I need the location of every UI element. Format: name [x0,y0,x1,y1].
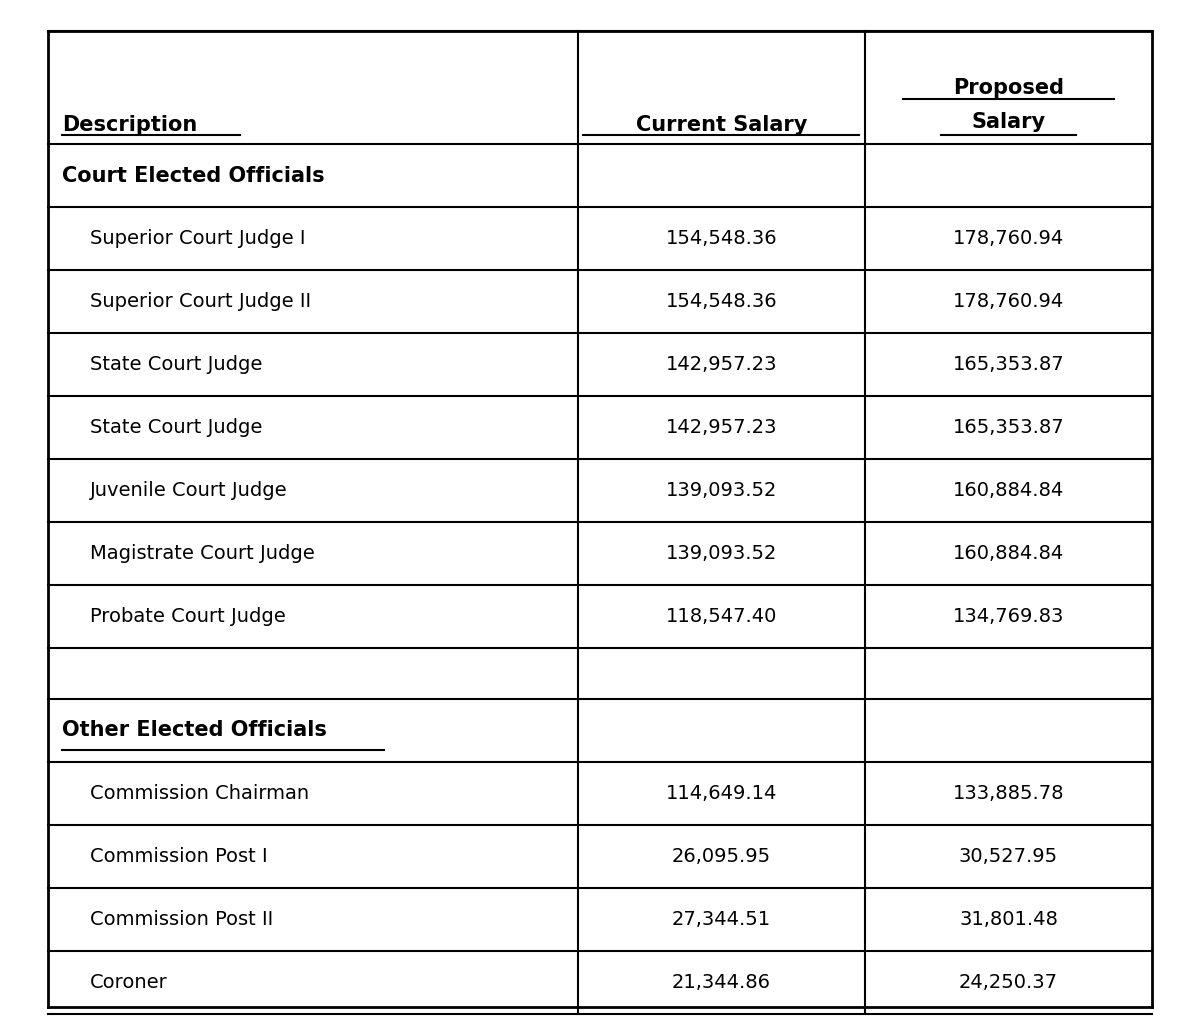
Text: 30,527.95: 30,527.95 [959,847,1058,866]
Text: State Court Judge: State Court Judge [90,418,263,437]
Text: 26,095.95: 26,095.95 [672,847,772,866]
Text: Superior Court Judge I: Superior Court Judge I [90,229,306,248]
Text: Commission Chairman: Commission Chairman [90,783,310,803]
Text: Magistrate Court Judge: Magistrate Court Judge [90,544,314,563]
Text: 21,344.86: 21,344.86 [672,972,770,992]
Text: Commission Post I: Commission Post I [90,847,268,866]
Text: 142,957.23: 142,957.23 [666,356,778,374]
Text: 142,957.23: 142,957.23 [666,418,778,437]
Text: 139,093.52: 139,093.52 [666,481,778,501]
Text: Current Salary: Current Salary [636,115,808,136]
Text: 31,801.48: 31,801.48 [959,910,1058,928]
Text: Proposed: Proposed [953,77,1064,98]
Text: State Court Judge: State Court Judge [90,356,263,374]
Text: 133,885.78: 133,885.78 [953,783,1064,803]
Text: 154,548.36: 154,548.36 [666,292,778,311]
Text: Court Elected Officials: Court Elected Officials [62,166,325,186]
Text: 165,353.87: 165,353.87 [953,356,1064,374]
Text: 165,353.87: 165,353.87 [953,418,1064,437]
Text: Coroner: Coroner [90,972,168,992]
Text: 154,548.36: 154,548.36 [666,229,778,248]
Text: 27,344.51: 27,344.51 [672,910,772,928]
Text: Commission Post II: Commission Post II [90,910,274,928]
Text: Other Elected Officials: Other Elected Officials [62,721,328,740]
Text: 114,649.14: 114,649.14 [666,783,778,803]
Text: 160,884.84: 160,884.84 [953,544,1064,563]
Text: 178,760.94: 178,760.94 [953,229,1064,248]
Text: 160,884.84: 160,884.84 [953,481,1064,501]
Text: 134,769.83: 134,769.83 [953,608,1064,626]
Text: 139,093.52: 139,093.52 [666,544,778,563]
Text: 24,250.37: 24,250.37 [959,972,1058,992]
Text: 118,547.40: 118,547.40 [666,608,778,626]
Text: Salary: Salary [972,112,1045,133]
Text: Superior Court Judge II: Superior Court Judge II [90,292,311,311]
Text: Probate Court Judge: Probate Court Judge [90,608,286,626]
Text: Description: Description [62,115,198,136]
Text: 178,760.94: 178,760.94 [953,292,1064,311]
Text: Juvenile Court Judge: Juvenile Court Judge [90,481,288,501]
